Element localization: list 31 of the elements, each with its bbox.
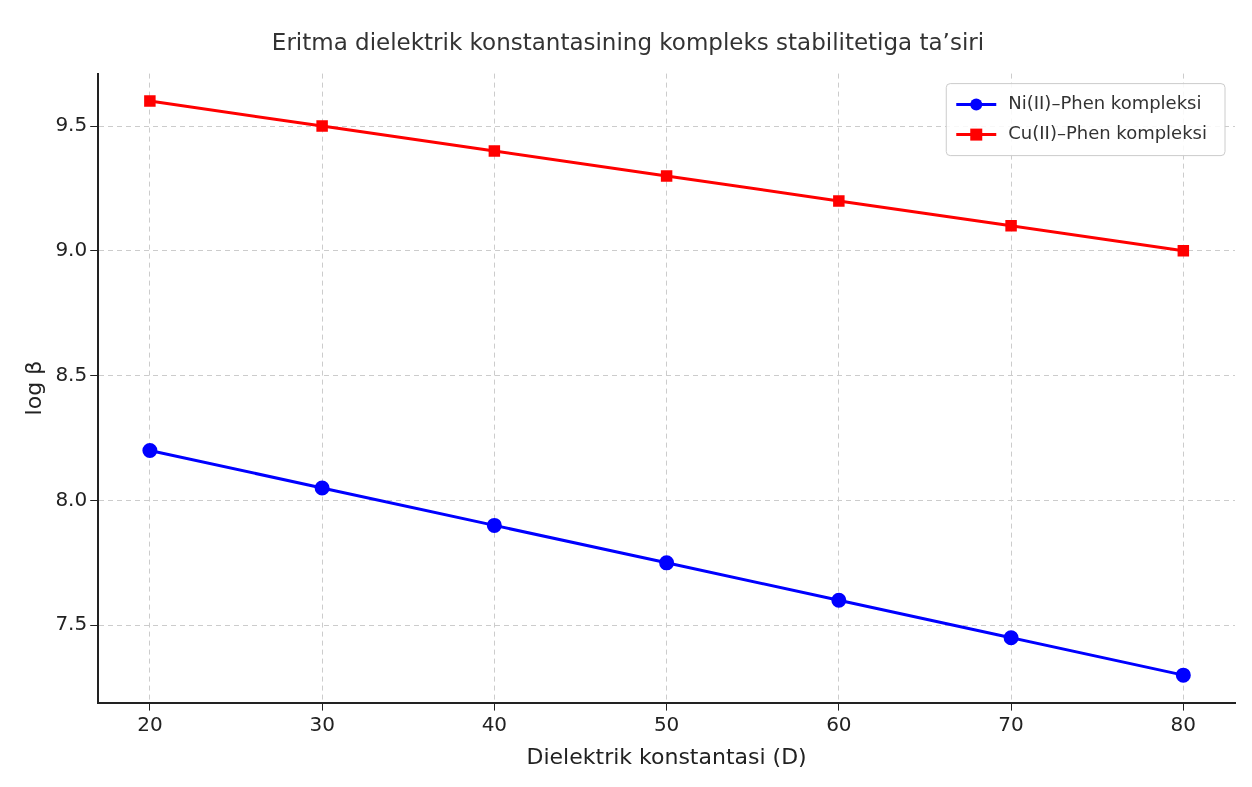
x-tick-label: 70 <box>998 711 1024 736</box>
point <box>488 145 501 157</box>
point <box>316 120 328 132</box>
point <box>831 592 847 608</box>
y-tick-label: 9.0 <box>55 237 88 262</box>
point <box>144 95 156 107</box>
x-tick-label: 60 <box>826 711 852 736</box>
point <box>142 443 158 458</box>
legend-label: Ni(II)–Phen kompleksi <box>1008 92 1202 114</box>
y-tick-label: 9.5 <box>55 112 88 137</box>
x-tick-label: 80 <box>1170 711 1197 736</box>
point <box>486 517 502 533</box>
x-tick-label: 50 <box>653 711 680 736</box>
point <box>1175 667 1191 683</box>
point <box>1003 630 1019 646</box>
x-tick-label: 30 <box>309 711 335 736</box>
point <box>1177 245 1190 257</box>
point <box>1005 220 1017 232</box>
y-tick-label: 8.0 <box>55 486 88 511</box>
y-tick-label: 7.5 <box>55 611 88 636</box>
point <box>833 195 845 207</box>
point <box>659 555 675 571</box>
x-tick-label: 20 <box>137 711 163 736</box>
point <box>660 170 673 182</box>
legend-label: Cu(II)–Phen kompleksi <box>1008 122 1208 144</box>
y-tick-label: 8.5 <box>55 361 88 386</box>
point <box>314 480 330 496</box>
x-axis-title: Dielektrik konstantasi (D) <box>526 743 807 769</box>
chart-title: Eritma dielektrik konstantasining kompleks stabilitetiga ta’siri <box>271 28 985 55</box>
x-tick-label: 40 <box>481 711 508 736</box>
y-axis-title: log β <box>20 360 46 416</box>
